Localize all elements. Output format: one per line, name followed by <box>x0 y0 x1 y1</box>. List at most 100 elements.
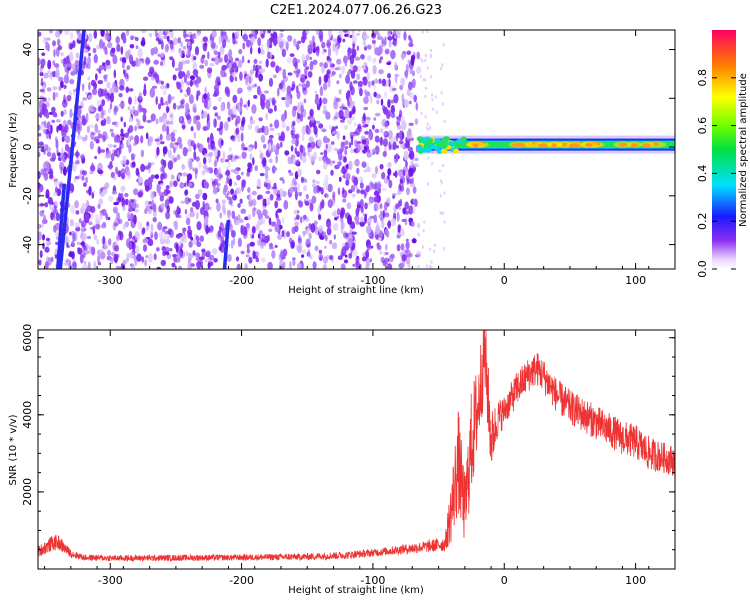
noise-speck <box>142 113 147 123</box>
noise-speck <box>81 170 88 176</box>
noise-speck <box>190 236 194 241</box>
noise-speck <box>368 181 374 191</box>
signal-glow <box>626 141 642 148</box>
noise-speck <box>155 96 158 105</box>
noise-speck <box>143 83 147 92</box>
noise-speck <box>128 241 133 251</box>
noise-speck <box>39 71 44 77</box>
noise-speck <box>322 109 328 115</box>
noise-speck <box>307 47 313 55</box>
signal-blob <box>421 147 428 153</box>
noise-speck <box>84 250 90 255</box>
noise-speck <box>376 35 383 41</box>
noise-speck <box>140 149 145 158</box>
noise-speck <box>350 86 355 96</box>
noise-speck <box>103 109 107 116</box>
noise-speck <box>374 78 379 84</box>
noise-speck <box>265 113 269 120</box>
noise-speck <box>352 80 358 84</box>
noise-speck <box>194 46 200 56</box>
noise-speck <box>112 206 117 214</box>
noise-speck <box>262 157 267 167</box>
noise-speck <box>279 141 283 148</box>
noise-speck <box>171 96 175 100</box>
signal-blob <box>416 136 423 142</box>
noise-speck <box>40 64 45 69</box>
noise-speck <box>243 104 247 108</box>
noise-speck <box>403 98 407 107</box>
noise-speck <box>296 263 302 269</box>
noise-speck <box>86 189 90 194</box>
noise-speck <box>440 181 443 185</box>
noise-speck <box>377 138 382 143</box>
noise-speck <box>370 245 374 249</box>
noise-speck <box>163 232 167 240</box>
noise-speck <box>367 130 372 140</box>
noise-speck <box>107 216 111 221</box>
noise-speck <box>390 49 396 60</box>
noise-speck <box>363 96 369 104</box>
x-tick-label: 0 <box>501 574 508 587</box>
noise-speck <box>244 263 248 269</box>
noise-speck <box>342 167 348 174</box>
noise-speck <box>338 30 344 39</box>
noise-speck <box>109 93 114 103</box>
noise-speck <box>268 242 274 248</box>
noise-speck <box>180 243 184 249</box>
noise-speck <box>41 222 44 229</box>
noise-speck <box>188 240 193 248</box>
signal-blob <box>443 136 450 142</box>
noise-speck <box>188 252 192 262</box>
noise-speck <box>145 132 149 140</box>
noise-speck <box>267 261 273 269</box>
noise-speck <box>144 259 148 267</box>
noise-speck <box>159 133 163 141</box>
noise-speck <box>297 244 302 254</box>
noise-speck <box>356 45 360 51</box>
noise-speck <box>243 147 248 151</box>
noise-speck <box>162 89 167 96</box>
noise-speck <box>299 144 304 154</box>
noise-speck <box>192 69 199 76</box>
noise-speck <box>46 151 52 157</box>
noise-speck <box>383 131 388 136</box>
noise-speck <box>55 200 58 207</box>
spectrogram-x-axis-label: Height of straight line (km) <box>288 285 424 296</box>
noise-speck <box>373 117 377 121</box>
noise-speck <box>246 171 251 177</box>
noise-speck <box>340 263 346 269</box>
noise-speck <box>196 211 199 220</box>
noise-speck <box>275 197 282 201</box>
snr-panel: -300 -200 -100 0 100 2000 4000 6000 Height of … <box>8 324 676 596</box>
noise-speck <box>56 38 61 46</box>
noise-speck <box>182 172 188 177</box>
noise-speck <box>107 94 111 101</box>
noise-speck <box>307 249 311 257</box>
noise-speck <box>49 30 54 34</box>
noise-speck <box>186 70 190 79</box>
noise-speck <box>404 201 410 210</box>
noise-speck <box>289 186 294 194</box>
y-tick-label: 20 <box>21 91 34 105</box>
noise-speck <box>217 96 223 103</box>
noise-speck <box>401 120 407 131</box>
noise-speck <box>282 190 287 198</box>
noise-speck <box>175 257 178 263</box>
noise-speck <box>296 43 300 51</box>
noise-speck <box>384 121 389 128</box>
noise-speck <box>268 97 273 102</box>
noise-speck <box>221 199 226 204</box>
noise-speck <box>249 191 252 202</box>
noise-speck <box>193 150 197 160</box>
noise-speck <box>292 121 295 127</box>
noise-speck <box>88 52 91 57</box>
noise-speck <box>294 62 298 70</box>
noise-speck <box>306 30 310 35</box>
noise-speck <box>88 32 93 43</box>
noise-speck <box>218 125 223 136</box>
noise-speck <box>351 231 357 235</box>
noise-speck <box>245 75 249 86</box>
noise-speck <box>310 223 316 233</box>
noise-speck <box>46 162 50 173</box>
noise-speck <box>63 261 70 266</box>
